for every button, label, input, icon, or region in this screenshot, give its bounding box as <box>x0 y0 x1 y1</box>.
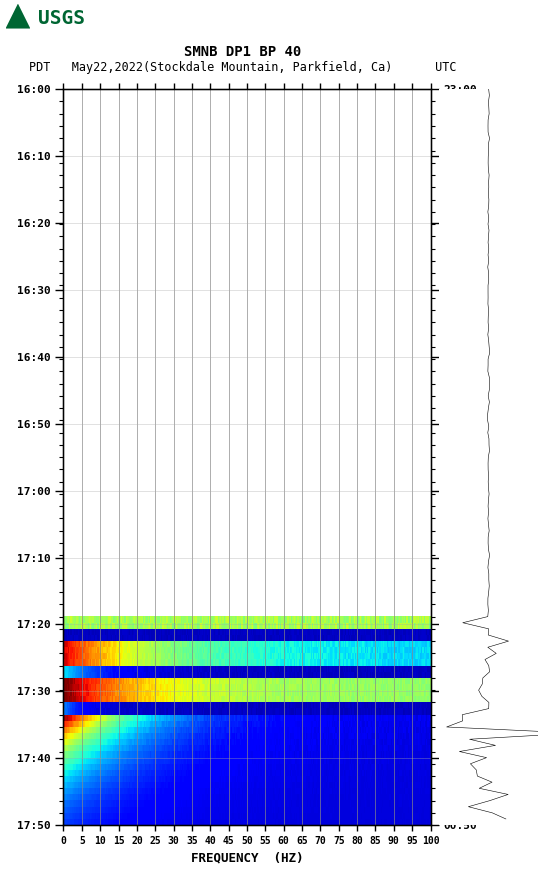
Text: SMNB DP1 BP 40: SMNB DP1 BP 40 <box>184 45 301 59</box>
Text: PDT   May22,2022(Stockdale Mountain, Parkfield, Ca)      UTC: PDT May22,2022(Stockdale Mountain, Parkf… <box>29 62 457 74</box>
X-axis label: FREQUENCY  (HZ): FREQUENCY (HZ) <box>191 851 303 864</box>
Text: USGS: USGS <box>38 9 84 29</box>
Polygon shape <box>6 4 30 29</box>
